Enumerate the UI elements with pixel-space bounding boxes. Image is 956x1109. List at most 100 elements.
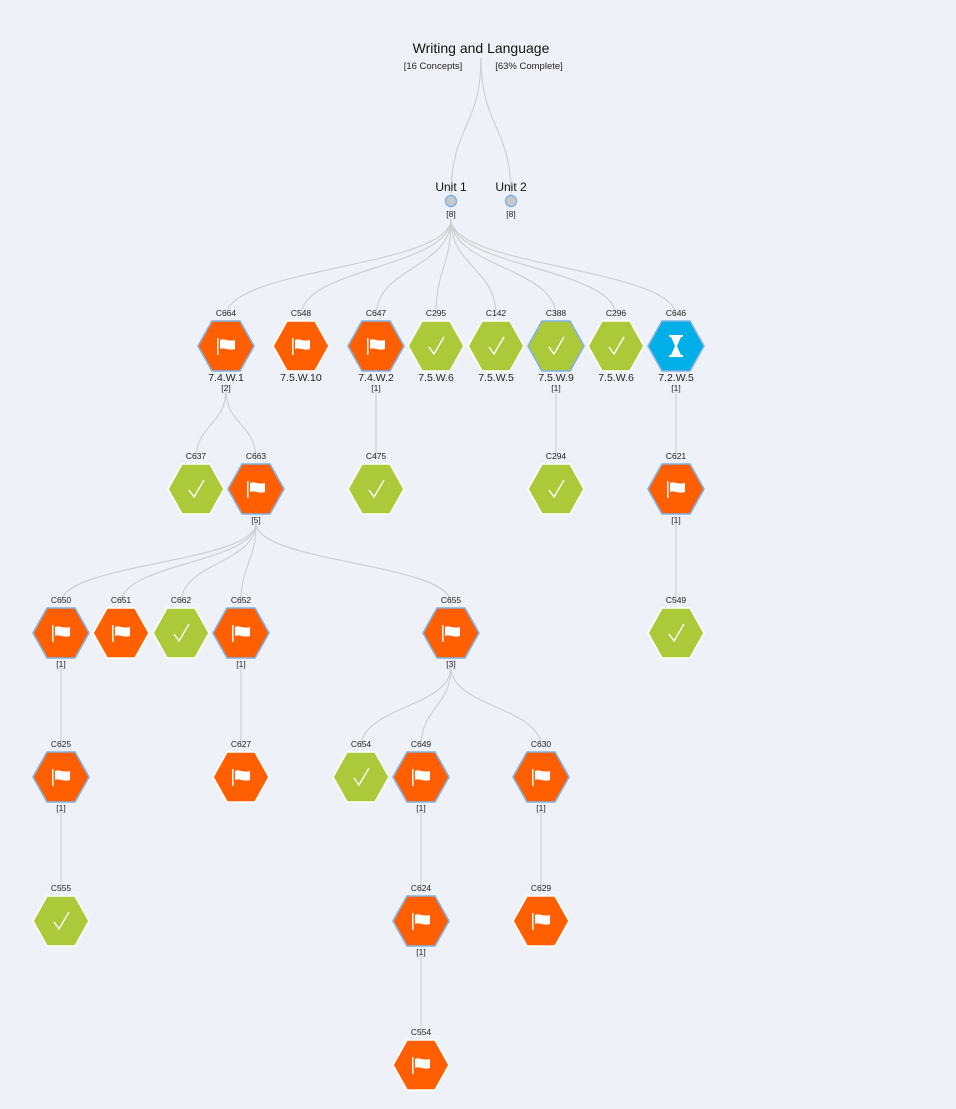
node-code: C388 [546,308,567,318]
node-code: C625 [51,739,72,749]
concept-node-C654[interactable]: C654 [332,739,390,803]
concept-node-C548[interactable]: C548 7.5.W.10 [272,308,330,384]
edge-u1-C296 [450,218,617,317]
concept-node-C637[interactable]: C637 [167,451,225,515]
node-code: C294 [546,451,567,461]
edge-C664-C663 [225,389,257,460]
concept-node-C662[interactable]: C662 [152,595,210,659]
flag-icon [217,338,235,355]
root-concepts-count: [16 Concepts] [404,61,463,72]
node-child-count: [1] [416,947,425,957]
concept-node-C475[interactable]: C475 [347,451,405,515]
node-child-count: [1] [56,659,65,669]
flag-icon [232,625,250,642]
node-code: C647 [366,308,387,318]
node-hexagon[interactable] [587,320,645,372]
node-standard-label: 7.4.W.1 [208,372,244,384]
checkmark-icon [188,479,205,499]
concept-node-C663[interactable]: C663 [5] [227,451,285,525]
concept-node-C650[interactable]: C650 [1] [32,595,90,669]
edge-C663-C650 [60,522,257,604]
node-code: C652 [231,595,252,605]
units: Unit 1 [8] Unit 2 [8] [435,180,527,219]
flag-icon [412,913,430,930]
flag-icon [232,769,250,786]
root-complete-percent: [63% Complete] [495,61,563,72]
unit-node-u2[interactable]: Unit 2 [8] [495,180,527,219]
node-child-count: [1] [671,383,680,393]
flag-icon [442,625,460,642]
concept-node-C555[interactable]: C555 [32,883,90,947]
node-code: C664 [216,308,237,318]
node-child-count: [3] [446,659,455,669]
root-node[interactable]: Writing and Language [16 Concepts] [63% … [404,40,563,72]
concept-node-C554[interactable]: C554 [392,1027,450,1091]
edge-root-u1 [450,57,482,196]
node-hexagon[interactable] [407,320,465,372]
node-child-count: [1] [671,515,680,525]
node-code: C646 [666,308,687,318]
edge-u1-C388 [450,218,557,317]
concept-node-C142[interactable]: C142 7.5.W.5 [467,308,525,384]
node-hexagon[interactable] [347,463,405,515]
node-hexagon[interactable] [167,463,225,515]
concept-node-C295[interactable]: C295 7.5.W.6 [407,308,465,384]
concept-node-C655[interactable]: C655 [3] [422,595,480,669]
node-hexagon[interactable] [467,320,525,372]
concept-node-C549[interactable]: C549 [647,595,705,659]
tree-edges [60,57,677,1035]
unit-circle[interactable] [504,194,518,208]
concept-node-C627[interactable]: C627 [212,739,270,803]
concept-node-C630[interactable]: C630 [1] [512,739,570,813]
concept-node-C625[interactable]: C625 [1] [32,739,90,813]
checkmark-icon [548,479,565,499]
node-child-count: [2] [221,383,230,393]
hourglass-icon [669,335,683,357]
checkmark-icon [428,336,445,356]
concept-node-C651[interactable]: C651 [92,595,150,659]
edge-C663-C652 [240,522,257,604]
unit-count: [8] [446,209,455,219]
node-code: C650 [51,595,72,605]
node-hexagon[interactable] [152,607,210,659]
node-standard-label: 7.5.W.6 [418,372,454,384]
edge-u1-C295 [435,218,452,317]
concept-node-C624[interactable]: C624 [1] [392,883,450,957]
node-hexagon[interactable] [647,607,705,659]
edge-root-u2 [480,57,512,196]
concept-node-C294[interactable]: C294 [527,451,585,515]
concept-node-C652[interactable]: C652 [1] [212,595,270,669]
concept-node-C646[interactable]: C646 7.2.W.5[1] [647,308,705,393]
concept-node-C647[interactable]: C647 7.4.W.2[1] [347,308,405,393]
concept-node-C664[interactable]: C664 7.4.W.1[2] [197,308,255,393]
node-standard-label: 7.5.W.9 [538,372,574,384]
unit-count: [8] [506,209,515,219]
flag-icon [247,481,265,498]
flag-icon [532,769,550,786]
concept-node-C388[interactable]: C388 7.5.W.9[1] [527,308,585,393]
checkmark-icon [488,336,505,356]
unit-circle[interactable] [444,194,458,208]
edge-u1-C647 [375,218,452,317]
concept-node-C621[interactable]: C621 [1] [647,451,705,525]
node-hexagon[interactable] [527,463,585,515]
node-code: C655 [441,595,462,605]
concept-node-C649[interactable]: C649 [1] [392,739,450,813]
node-hexagon[interactable] [332,751,390,803]
flag-icon [667,481,685,498]
edge-C663-C651 [120,522,257,604]
checkmark-icon [53,911,70,931]
node-hexagon[interactable] [32,895,90,947]
flag-icon [367,338,385,355]
unit-node-u1[interactable]: Unit 1 [8] [435,180,467,219]
node-code: C629 [531,883,552,893]
node-code: C296 [606,308,627,318]
edge-C655-C630 [450,666,542,748]
root-title: Writing and Language [413,40,550,56]
concept-node-C629[interactable]: C629 [512,883,570,947]
flag-icon [52,769,70,786]
node-code: C662 [171,595,192,605]
concept-node-C296[interactable]: C296 7.5.W.6 [587,308,645,384]
node-hexagon[interactable] [527,320,585,372]
